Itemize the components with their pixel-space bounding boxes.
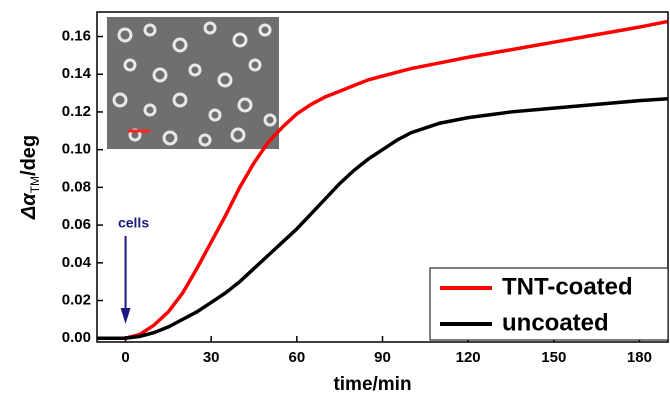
x-tick-label: 90 — [374, 349, 391, 366]
x-axis-label: time/min — [333, 374, 411, 395]
x-tick-label: 120 — [456, 349, 481, 366]
x-tick-label: 0 — [121, 349, 129, 366]
x-tick-label: 60 — [289, 349, 306, 366]
inset-image — [107, 17, 279, 149]
y-tick-label: 0.10 — [62, 141, 91, 158]
y-tick-label: 0.00 — [62, 329, 91, 346]
y-axis-label-part: TM — [28, 176, 42, 193]
y-tick-label: 0.02 — [62, 291, 91, 308]
x-tick-label: 180 — [627, 349, 652, 366]
y-axis-label-part: Δα — [18, 192, 40, 220]
legend-label: TNT-coated — [502, 273, 633, 300]
y-tick-label: 0.04 — [62, 254, 92, 271]
chart: 0.00 0.02 0.04 0.06 0.08 0.10 0.12 0.14 0.16 0 30 6… — [0, 0, 670, 401]
legend-label: uncoated — [502, 309, 609, 336]
x-tick-label: 30 — [203, 349, 220, 366]
x-tick-label: 150 — [541, 349, 566, 366]
y-axis-label: ΔαTM/deg — [18, 135, 42, 220]
y-tick-label: 0.06 — [62, 216, 91, 233]
y-tick-label: 0.14 — [62, 65, 92, 82]
annotation: cells — [118, 215, 149, 231]
y-tick-label: 0.12 — [62, 103, 91, 120]
y-axis-label-part: /deg — [18, 135, 40, 176]
y-tick-label: 0.08 — [62, 178, 91, 195]
annotation-arrowhead — [121, 308, 131, 324]
y-tick-label: 0.16 — [62, 27, 91, 44]
